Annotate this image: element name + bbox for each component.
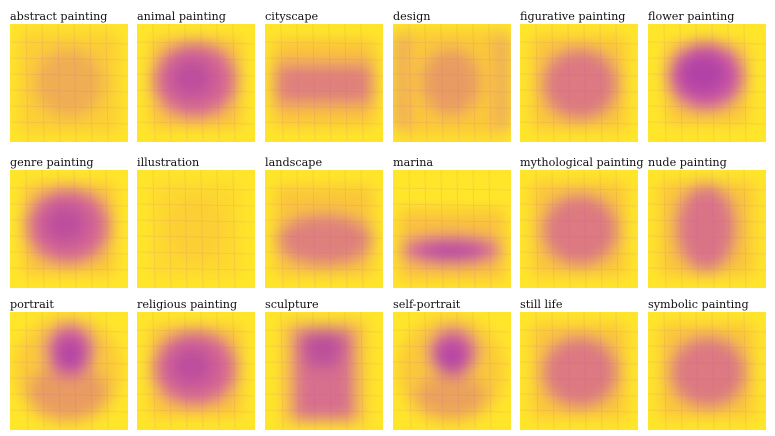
panel-genre-painting: genre painting xyxy=(0,146,128,288)
heatmap-image xyxy=(648,24,766,142)
heatmap-svg xyxy=(10,312,128,430)
heatmap-image xyxy=(10,312,128,430)
panel-label: illustration xyxy=(137,156,200,169)
heatmap-svg xyxy=(265,24,383,142)
heatmap-image xyxy=(520,312,638,430)
heatmap-svg xyxy=(265,312,383,430)
heatmap-image xyxy=(393,24,511,142)
heatmap-image xyxy=(520,170,638,288)
heatmap-svg xyxy=(137,170,255,288)
panel-label: nude painting xyxy=(648,156,727,169)
panel-abstract-painting: abstract painting xyxy=(0,0,128,142)
heatmap-svg xyxy=(393,170,511,288)
panel-label: portrait xyxy=(10,298,54,311)
heatmap-svg xyxy=(10,24,128,142)
panel-religious-painting: religious painting xyxy=(127,288,255,430)
heatmap-image xyxy=(137,24,255,142)
panel-animal-painting: animal painting xyxy=(127,0,255,142)
panel-label: symbolic painting xyxy=(648,298,749,311)
heatmap-image xyxy=(10,170,128,288)
heatmap-svg xyxy=(520,24,638,142)
panel-label: sculpture xyxy=(265,298,319,311)
panel-nude-painting: nude painting xyxy=(638,146,766,288)
panel-label: still life xyxy=(520,298,563,311)
heatmap-image xyxy=(393,312,511,430)
heatmap-image xyxy=(10,24,128,142)
heatmap-svg xyxy=(520,312,638,430)
panel-marina: marina xyxy=(383,146,511,288)
heatmap-svg xyxy=(393,24,511,142)
heatmap-svg xyxy=(137,312,255,430)
heatmap-image xyxy=(265,24,383,142)
panel-label: design xyxy=(393,10,431,23)
panel-illustration: illustration xyxy=(127,146,255,288)
panel-figurative-painting: figurative painting xyxy=(510,0,638,142)
panel-landscape: landscape xyxy=(255,146,383,288)
heatmap-image xyxy=(137,312,255,430)
heatmap-svg xyxy=(393,312,511,430)
panel-flower-painting: flower painting xyxy=(638,0,766,142)
heatmap-image xyxy=(648,170,766,288)
heatmap-svg xyxy=(648,170,766,288)
panel-design: design xyxy=(383,0,511,142)
panel-portrait: portrait xyxy=(0,288,128,430)
panel-label: self-portrait xyxy=(393,298,461,311)
panel-cityscape: cityscape xyxy=(255,0,383,142)
heatmap-image xyxy=(265,312,383,430)
heatmap-svg xyxy=(10,170,128,288)
panel-still-life: still life xyxy=(510,288,638,430)
panel-label: flower painting xyxy=(648,10,735,23)
panel-label: abstract painting xyxy=(10,10,108,23)
panel-label: religious painting xyxy=(137,298,238,311)
panel-label: animal painting xyxy=(137,10,226,23)
panel-label: cityscape xyxy=(265,10,319,23)
panel-sculpture: sculpture xyxy=(255,288,383,430)
heatmap-image xyxy=(520,24,638,142)
panel-label: figurative painting xyxy=(520,10,626,23)
heatmap-image xyxy=(393,170,511,288)
panel-label: landscape xyxy=(265,156,323,169)
heatmap-svg xyxy=(265,170,383,288)
panel-mythological-painting: mythological painting xyxy=(510,146,644,288)
panel-label: mythological painting xyxy=(520,156,644,169)
panel-label: marina xyxy=(393,156,434,169)
panel-self-portrait: self-portrait xyxy=(383,288,511,430)
heatmap-image xyxy=(137,170,255,288)
heatmap-svg xyxy=(520,170,638,288)
heatmap-svg xyxy=(648,24,766,142)
heatmap-svg xyxy=(137,24,255,142)
heatmap-svg xyxy=(648,312,766,430)
heatmap-image xyxy=(265,170,383,288)
heatmap-image xyxy=(648,312,766,430)
panel-symbolic-painting: symbolic painting xyxy=(638,288,766,430)
panel-label: genre painting xyxy=(10,156,94,169)
